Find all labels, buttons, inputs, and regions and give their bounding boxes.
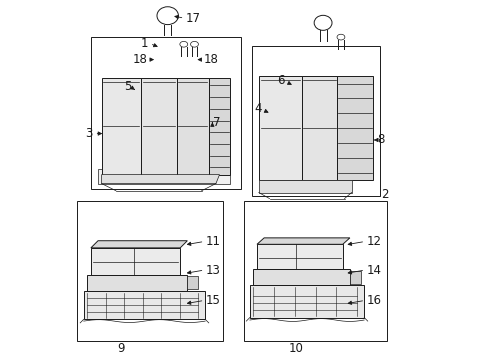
Text: 6: 6 — [276, 74, 284, 87]
Polygon shape — [102, 78, 141, 175]
Ellipse shape — [313, 15, 331, 30]
Ellipse shape — [180, 41, 187, 47]
Text: 7: 7 — [213, 116, 221, 129]
Polygon shape — [249, 285, 364, 318]
Polygon shape — [244, 202, 386, 341]
Text: 18: 18 — [203, 53, 218, 66]
Text: 14: 14 — [366, 264, 381, 276]
Polygon shape — [102, 175, 219, 184]
Polygon shape — [83, 291, 205, 319]
Text: 10: 10 — [288, 342, 303, 355]
Polygon shape — [91, 37, 241, 189]
Polygon shape — [91, 241, 187, 248]
Text: 11: 11 — [205, 235, 221, 248]
Polygon shape — [141, 78, 176, 175]
Polygon shape — [337, 76, 372, 180]
Polygon shape — [91, 248, 180, 275]
Text: 1: 1 — [140, 37, 148, 50]
Polygon shape — [253, 269, 349, 285]
Ellipse shape — [157, 7, 178, 24]
Polygon shape — [301, 76, 337, 180]
Polygon shape — [98, 169, 230, 184]
Text: 17: 17 — [185, 12, 200, 25]
Text: 2: 2 — [380, 188, 387, 201]
Text: 5: 5 — [123, 80, 131, 93]
Ellipse shape — [190, 41, 198, 47]
Ellipse shape — [336, 34, 344, 40]
Text: 16: 16 — [366, 294, 381, 307]
Text: 13: 13 — [205, 264, 221, 276]
Polygon shape — [187, 276, 198, 289]
Polygon shape — [258, 180, 351, 193]
Polygon shape — [87, 275, 187, 291]
Polygon shape — [77, 202, 223, 341]
Polygon shape — [349, 271, 360, 284]
Polygon shape — [251, 46, 380, 196]
Text: 3: 3 — [85, 127, 93, 140]
Polygon shape — [208, 78, 230, 175]
Polygon shape — [258, 76, 301, 180]
Text: 12: 12 — [366, 235, 381, 248]
Polygon shape — [176, 78, 208, 175]
Text: 8: 8 — [377, 134, 385, 147]
Text: 4: 4 — [254, 102, 261, 115]
Polygon shape — [257, 244, 342, 269]
Text: 9: 9 — [117, 342, 125, 355]
Polygon shape — [257, 238, 349, 244]
Text: 18: 18 — [132, 53, 147, 66]
Text: 15: 15 — [205, 294, 221, 307]
